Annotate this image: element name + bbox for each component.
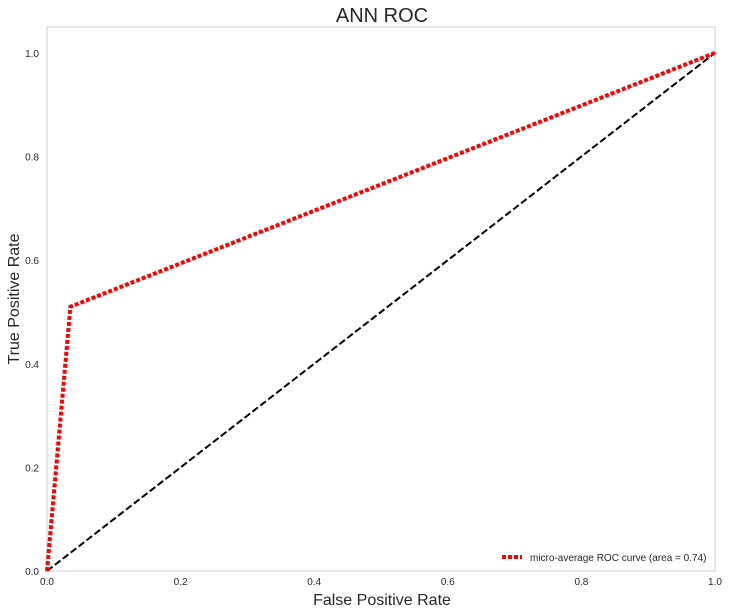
y-tick-label: 0.4 xyxy=(25,360,39,371)
y-tick-label: 0.2 xyxy=(25,463,39,474)
x-tick-label: 0.8 xyxy=(574,577,588,588)
legend: micro-average ROC curve (area = 0.74) xyxy=(502,553,706,564)
y-tick-label: 0.8 xyxy=(25,153,39,164)
plot-area xyxy=(46,26,716,572)
x-tick-label: 0.6 xyxy=(441,577,455,588)
chart-title: ANN ROC xyxy=(336,5,428,27)
chance-diagonal-line xyxy=(46,52,716,572)
y-tick-label: 0.0 xyxy=(25,567,39,578)
series-layer xyxy=(45,51,716,572)
x-tick-labels: 0.0 0.2 0.4 0.6 0.8 1.0 xyxy=(40,577,722,588)
y-tick-labels: 0.0 0.2 0.4 0.6 0.8 1.0 xyxy=(25,49,39,578)
legend-label-roc: micro-average ROC curve (area = 0.74) xyxy=(530,553,706,564)
y-tick-label: 0.6 xyxy=(25,256,39,267)
y-axis-label: True Positive Rate xyxy=(6,233,23,364)
x-tick-label: 0.0 xyxy=(40,577,54,588)
x-axis-label: False Positive Rate xyxy=(313,592,451,609)
x-tick-label: 0.2 xyxy=(174,577,188,588)
roc-curve-line xyxy=(45,51,716,572)
x-tick-label: 0.4 xyxy=(307,577,321,588)
x-tick-label: 1.0 xyxy=(708,577,722,588)
y-tick-label: 1.0 xyxy=(25,49,39,60)
